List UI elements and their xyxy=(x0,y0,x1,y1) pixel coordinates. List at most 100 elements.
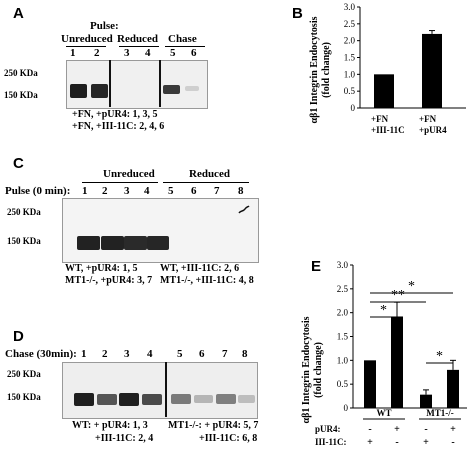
lane-label: 1 xyxy=(82,185,88,197)
significance-marker: * xyxy=(436,349,443,364)
band xyxy=(238,395,255,403)
significance-marker: ** xyxy=(391,288,405,303)
band xyxy=(163,85,180,94)
y-tick-label: 0.5 xyxy=(344,86,356,96)
panel-c-header-unreduced: Unreduced xyxy=(103,168,155,180)
sign: + xyxy=(423,437,429,448)
panel-d-divider xyxy=(165,362,167,417)
x-tick-label: +III-11C xyxy=(371,125,405,135)
y-tick-label: 1.5 xyxy=(344,53,356,63)
bar xyxy=(420,394,432,408)
bar xyxy=(422,33,442,108)
significance-marker: * xyxy=(408,279,415,294)
sign: - xyxy=(451,437,454,448)
row-label: III-11C: xyxy=(315,437,347,447)
panel-c-pulse-label: Pulse (0 min): xyxy=(5,185,71,197)
sign: - xyxy=(424,424,427,435)
band xyxy=(216,394,236,404)
row-label: pUR4: xyxy=(315,424,341,434)
panel-a-underline-3 xyxy=(165,46,205,47)
lane-label: 7 xyxy=(222,348,228,360)
lane-label: 6 xyxy=(199,348,205,360)
y-axis-title: (fold change) xyxy=(313,342,324,398)
panel-d-label: D xyxy=(13,328,24,345)
lane-label: 6 xyxy=(191,185,197,197)
lane-label: 7 xyxy=(214,185,220,197)
band xyxy=(101,236,124,250)
lane-label: 3 xyxy=(124,348,130,360)
y-axis-title: αβ1 Integrin Endocytosis xyxy=(309,16,320,123)
blot-artifact xyxy=(238,205,250,214)
bar xyxy=(391,316,403,408)
lane-label: 8 xyxy=(238,185,244,197)
x-tick-label: +FN xyxy=(419,114,437,124)
y-tick-label: 1.0 xyxy=(344,69,356,79)
y-tick-label: 0 xyxy=(344,403,349,413)
panel-a-pulse-label: Pulse: xyxy=(90,20,119,32)
marker-150: 150 KDa xyxy=(7,236,41,246)
lane-label: 1 xyxy=(70,47,76,59)
y-tick-label: 3.0 xyxy=(344,2,356,12)
panel-a-underline-2 xyxy=(119,46,159,47)
bar xyxy=(447,369,459,408)
panel-d-chase-label: Chase (30min): xyxy=(5,348,77,360)
y-tick-label: 2.5 xyxy=(344,19,356,29)
sign: + xyxy=(450,424,456,435)
y-tick-label: 2.0 xyxy=(337,308,349,318)
lane-label: 4 xyxy=(144,185,150,197)
band xyxy=(185,86,199,91)
lane-label: 3 xyxy=(124,185,130,197)
panel-a-header-chase: Chase xyxy=(168,33,197,45)
lane-label: 5 xyxy=(168,185,174,197)
lane-label: 4 xyxy=(145,47,151,59)
sign: - xyxy=(395,437,398,448)
panel-d-legend-right-2: +III-11C: 6, 8 xyxy=(199,433,258,444)
panel-d-legend-left-2: +III-11C: 2, 4 xyxy=(95,433,154,444)
bar xyxy=(364,360,376,408)
panel-a-header-reduced: Reduced xyxy=(117,33,158,45)
panel-b-chart: αβ1 Integrin Endocytosis (fold change) 0… xyxy=(309,2,466,135)
band xyxy=(171,394,191,404)
panel-a-blot xyxy=(66,60,208,109)
y-tick-label: 0.5 xyxy=(337,379,349,389)
panel-b-label: B xyxy=(292,5,303,22)
x-tick-label: +pUR4 xyxy=(419,125,447,135)
sign: + xyxy=(367,437,373,448)
lane-label: 5 xyxy=(170,47,176,59)
panel-a-divider xyxy=(159,60,161,107)
panel-c-underline-1 xyxy=(82,182,158,183)
marker-250: 250 KDa xyxy=(7,207,41,217)
sign: - xyxy=(368,424,371,435)
lane-label: 3 xyxy=(124,47,130,59)
band xyxy=(97,394,117,405)
panel-e-chart: αβ1 Integrin Endocytosis (fold change) 0… xyxy=(301,260,467,448)
y-tick-label: 1.5 xyxy=(337,332,349,342)
lane-label: 2 xyxy=(102,348,108,360)
panel-d-blot xyxy=(62,362,258,419)
panel-a-legend-2: +FN, +III-11C: 2, 4, 6 xyxy=(72,121,165,132)
y-axis-title: (fold change) xyxy=(321,42,332,98)
panel-c-legend-right-1: WT, +III-11C: 2, 6 xyxy=(160,263,240,274)
panel-a-header-unreduced: Unreduced xyxy=(61,33,113,45)
lane-label: 5 xyxy=(177,348,183,360)
marker-250: 250 KDa xyxy=(4,68,38,78)
panel-d-legend-left-1: WT: + pUR4: 1, 3 xyxy=(72,420,148,431)
x-tick-label: +FN xyxy=(371,114,389,124)
marker-250: 250 KDa xyxy=(7,369,41,379)
band xyxy=(124,236,147,250)
panel-c-legend-right-2: MT1-/-, +III-11C: 4, 8 xyxy=(160,275,254,286)
group-label: MT1-/- xyxy=(426,408,454,418)
panel-c-legend-left-1: WT, +pUR4: 1, 5 xyxy=(65,263,138,274)
band xyxy=(91,84,108,98)
lane-label: 2 xyxy=(102,185,108,197)
panel-a-divider xyxy=(109,60,111,107)
lane-label: 6 xyxy=(191,47,197,59)
band xyxy=(142,394,162,405)
panel-c-underline-2 xyxy=(163,182,249,183)
bar xyxy=(374,74,394,108)
y-axis-title: αβ1 Integrin Endocytosis xyxy=(301,316,312,423)
lane-label: 8 xyxy=(242,348,248,360)
y-tick-label: 3.0 xyxy=(337,260,349,270)
lane-label: 1 xyxy=(81,348,87,360)
y-tick-label: 2.5 xyxy=(337,284,349,294)
